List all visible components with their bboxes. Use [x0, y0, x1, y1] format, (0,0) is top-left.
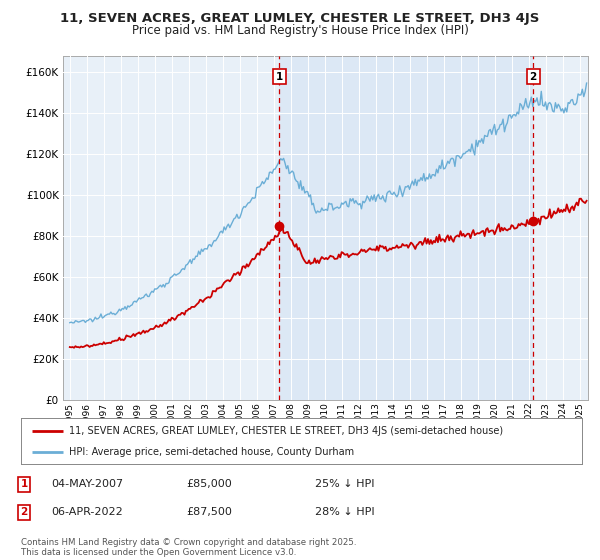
Text: Contains HM Land Registry data © Crown copyright and database right 2025.
This d: Contains HM Land Registry data © Crown c… [21, 538, 356, 557]
Text: HPI: Average price, semi-detached house, County Durham: HPI: Average price, semi-detached house,… [68, 447, 354, 457]
Text: 1: 1 [276, 72, 283, 82]
Text: 28% ↓ HPI: 28% ↓ HPI [315, 507, 374, 517]
Text: 2: 2 [529, 72, 537, 82]
Text: 11, SEVEN ACRES, GREAT LUMLEY, CHESTER LE STREET, DH3 4JS: 11, SEVEN ACRES, GREAT LUMLEY, CHESTER L… [61, 12, 539, 25]
Text: 04-MAY-2007: 04-MAY-2007 [51, 479, 123, 489]
Bar [280, 56, 533, 400]
Text: £85,000: £85,000 [186, 479, 232, 489]
Text: £87,500: £87,500 [186, 507, 232, 517]
Text: Price paid vs. HM Land Registry's House Price Index (HPI): Price paid vs. HM Land Registry's House … [131, 24, 469, 37]
Text: 06-APR-2022: 06-APR-2022 [51, 507, 123, 517]
Text: 2: 2 [20, 507, 28, 517]
Text: 1: 1 [20, 479, 28, 489]
Text: 25% ↓ HPI: 25% ↓ HPI [315, 479, 374, 489]
Text: 11, SEVEN ACRES, GREAT LUMLEY, CHESTER LE STREET, DH3 4JS (semi-detached house): 11, SEVEN ACRES, GREAT LUMLEY, CHESTER L… [68, 426, 503, 436]
